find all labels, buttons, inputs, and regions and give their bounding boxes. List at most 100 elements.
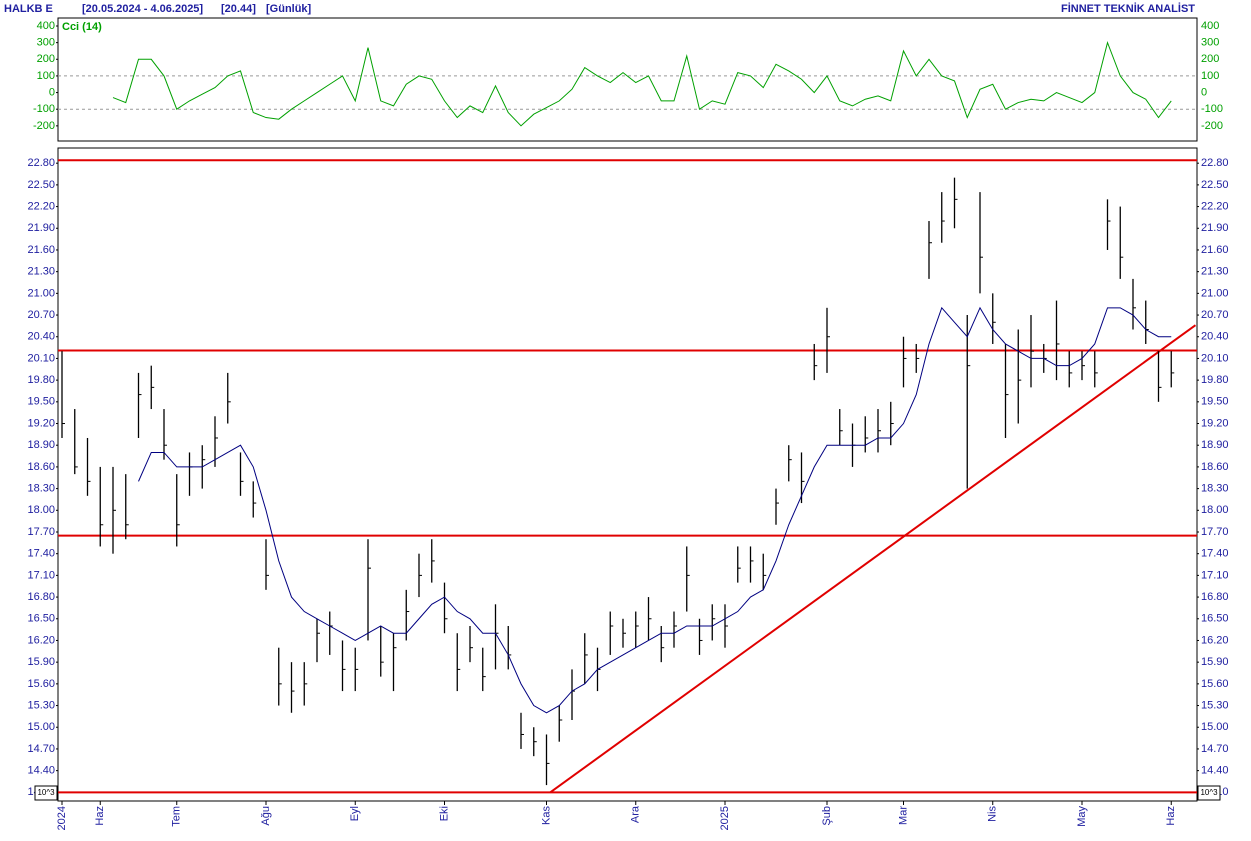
x-tick-label: Nis [987, 806, 999, 822]
y-tick-label-right: 22.20 [1201, 200, 1229, 212]
trendline [549, 324, 1197, 794]
x-tick-label: Ağu [260, 806, 272, 826]
cci-tick-label: -200 [33, 120, 55, 132]
cci-tick-label: -100 [33, 103, 55, 115]
cci-tick-label-right: -100 [1201, 103, 1223, 115]
y-tick-label-right: 18.60 [1201, 461, 1229, 473]
y-tick-label: 19.50 [27, 396, 55, 408]
cci-tick-label: 400 [37, 20, 55, 32]
y-tick-label-right: 21.60 [1201, 244, 1229, 256]
cci-tick-label-right: 200 [1201, 53, 1219, 65]
x-tick-label: 2024 [56, 806, 68, 830]
multiplier-right-box [1197, 785, 1221, 801]
y-tick-label: 21.00 [27, 287, 55, 299]
brand: FİNNET TEKNİK ANALİST [1061, 2, 1195, 15]
y-tick-label: 21.90 [27, 222, 55, 234]
x-tick-label: Haz [94, 806, 106, 826]
y-tick-label: 15.60 [27, 678, 55, 690]
y-tick-label: 15.30 [27, 699, 55, 711]
y-tick-label-right: 15.90 [1201, 656, 1229, 668]
y-tick-label: 14.70 [27, 743, 55, 755]
cci-tick-label-right: 300 [1201, 37, 1219, 49]
cci-tick-label: 0 [49, 86, 55, 98]
y-tick-label: 15.90 [27, 656, 55, 668]
x-tick-label: Haz [1165, 806, 1177, 826]
y-tick-label: 18.30 [27, 483, 55, 495]
x-tick-label: Eki [438, 806, 450, 821]
y-tick-label: 19.80 [27, 374, 55, 386]
symbol: HALKB E [4, 3, 53, 15]
y-tick-label: 18.00 [27, 504, 55, 516]
multiplier-left-box [34, 785, 58, 801]
y-tick-label: 18.60 [27, 461, 55, 473]
y-tick-label-right: 17.70 [1201, 526, 1229, 538]
x-tick-label: Eyl [349, 806, 361, 821]
y-tick-label-right: 15.00 [1201, 721, 1229, 733]
cci-tick-label: 200 [37, 53, 55, 65]
y-tick-label-right: 14.40 [1201, 765, 1229, 777]
y-tick-label: 17.10 [27, 569, 55, 581]
multiplier-left: 10^3 [37, 788, 55, 797]
x-tick-label: Tem [171, 806, 183, 827]
y-tick-label-right: 15.60 [1201, 678, 1229, 690]
cci-tick-label-right: 0 [1201, 86, 1207, 98]
x-tick-label: Kas [540, 806, 552, 825]
y-tick-label-right: 16.80 [1201, 591, 1229, 603]
y-tick-label-right: 18.90 [1201, 439, 1229, 451]
y-tick-label-right: 20.40 [1201, 331, 1229, 343]
y-tick-label: 20.40 [27, 331, 55, 343]
y-tick-label-right: 18.00 [1201, 504, 1229, 516]
y-tick-label: 20.10 [27, 352, 55, 364]
y-tick-label-right: 22.80 [1201, 157, 1229, 169]
y-tick-label: 16.50 [27, 613, 55, 625]
y-tick-label-right: 16.20 [1201, 634, 1229, 646]
date-range: [20.05.2024 - 4.06.2025] [82, 3, 203, 15]
cci-tick-label-right: 400 [1201, 20, 1219, 32]
y-tick-label-right: 14.70 [1201, 743, 1229, 755]
y-tick-label-right: 18.30 [1201, 483, 1229, 495]
y-tick-label: 21.30 [27, 266, 55, 278]
cci-label: Cci (14) [62, 21, 102, 33]
y-tick-label-right: 20.70 [1201, 309, 1229, 321]
cci-line [112, 40, 1172, 127]
x-tick-label: Şub [821, 806, 833, 826]
cci-tick-label: 100 [37, 70, 55, 82]
y-tick-label-right: 19.20 [1201, 417, 1229, 429]
y-tick-label-right: 16.50 [1201, 613, 1229, 625]
y-tick-label: 20.70 [27, 309, 55, 321]
y-tick-label-right: 19.50 [1201, 396, 1229, 408]
y-tick-label-right: 20.10 [1201, 352, 1229, 364]
y-tick-label: 16.80 [27, 591, 55, 603]
y-tick-label: 22.50 [27, 179, 55, 191]
x-tick-label: Ara [630, 805, 642, 823]
indicator-panel [57, 17, 1198, 142]
cci-tick-label-right: 100 [1201, 70, 1219, 82]
y-tick-label-right: 19.80 [1201, 374, 1229, 386]
y-tick-label: 14.40 [27, 765, 55, 777]
moving-average [138, 306, 1172, 714]
x-tick-label: 2025 [719, 806, 731, 830]
y-tick-label-right: 17.40 [1201, 548, 1229, 560]
y-tick-label: 17.40 [27, 548, 55, 560]
y-tick-label: 21.60 [27, 244, 55, 256]
y-tick-label: 15.00 [27, 721, 55, 733]
y-tick-label-right: 15.30 [1201, 699, 1229, 711]
cci-tick-label-right: -200 [1201, 120, 1223, 132]
y-tick-label-right: 22.50 [1201, 179, 1229, 191]
y-tick-label-right: 21.00 [1201, 287, 1229, 299]
y-tick-label: 17.70 [27, 526, 55, 538]
y-tick-label: 22.80 [27, 157, 55, 169]
y-tick-label: 22.20 [27, 200, 55, 212]
y-tick-label-right: 17.10 [1201, 569, 1229, 581]
period: [Günlük] [266, 3, 312, 15]
last-price: [20.44] [221, 3, 256, 15]
y-tick-label: 19.20 [27, 417, 55, 429]
y-tick-label: 18.90 [27, 439, 55, 451]
y-tick-label-right: 21.90 [1201, 222, 1229, 234]
x-tick-label: May [1076, 806, 1088, 827]
x-tick-label: Mar [897, 806, 909, 825]
price-panel [57, 147, 1198, 802]
y-tick-label-right: 21.30 [1201, 266, 1229, 278]
y-tick-label: 16.20 [27, 634, 55, 646]
